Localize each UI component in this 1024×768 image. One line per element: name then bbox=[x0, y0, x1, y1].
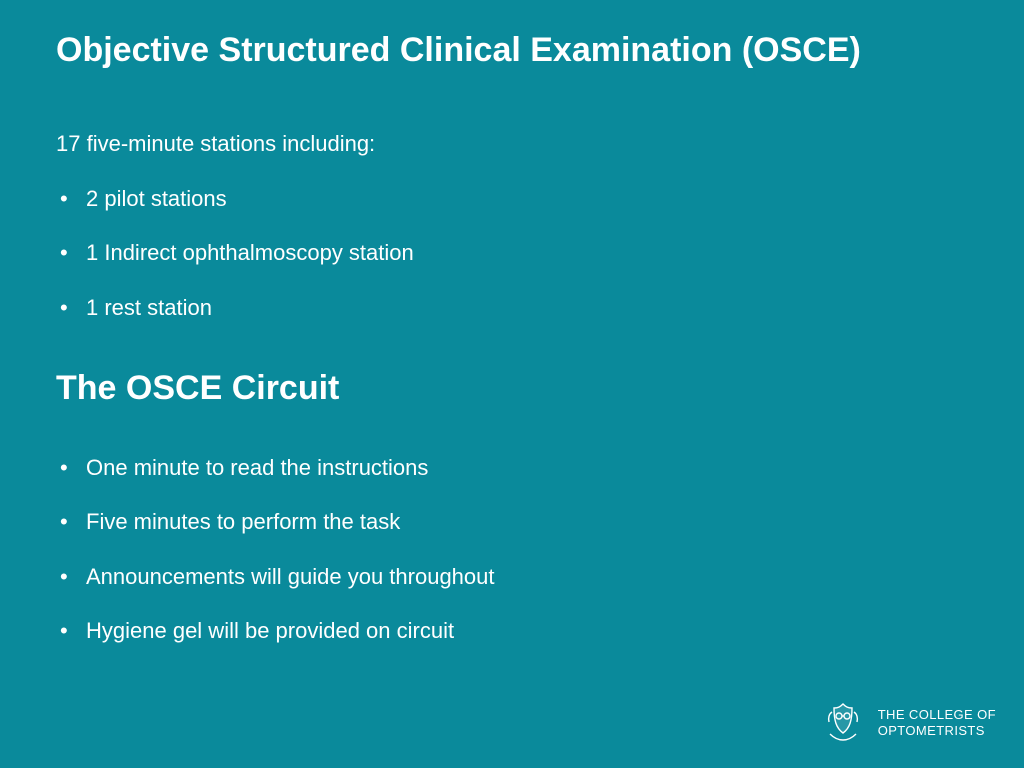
list-item: One minute to read the instructions bbox=[60, 454, 968, 483]
logo-line-2: OPTOMETRISTS bbox=[878, 723, 996, 739]
logo-text: THE COLLEGE OF OPTOMETRISTS bbox=[878, 707, 996, 740]
intro-text: 17 five-minute stations including: bbox=[56, 131, 968, 157]
list-item: Announcements will guide you throughout bbox=[60, 563, 968, 592]
list-item: Hygiene gel will be provided on circuit bbox=[60, 617, 968, 646]
subheading: The OSCE Circuit bbox=[56, 369, 968, 408]
list-item: 1 Indirect ophthalmoscopy station bbox=[60, 239, 968, 268]
list-item: 1 rest station bbox=[60, 294, 968, 323]
logo-line-1: THE COLLEGE OF bbox=[878, 707, 996, 723]
bullet-list-1: 2 pilot stations 1 Indirect ophthalmosco… bbox=[56, 185, 968, 323]
list-item: 2 pilot stations bbox=[60, 185, 968, 214]
bullet-list-2: One minute to read the instructions Five… bbox=[56, 454, 968, 646]
list-item: Five minutes to perform the task bbox=[60, 508, 968, 537]
slide-title: Objective Structured Clinical Examinatio… bbox=[56, 30, 968, 71]
slide: Objective Structured Clinical Examinatio… bbox=[0, 0, 1024, 646]
footer-logo: THE COLLEGE OF OPTOMETRISTS bbox=[820, 700, 996, 746]
crest-icon bbox=[820, 700, 866, 746]
